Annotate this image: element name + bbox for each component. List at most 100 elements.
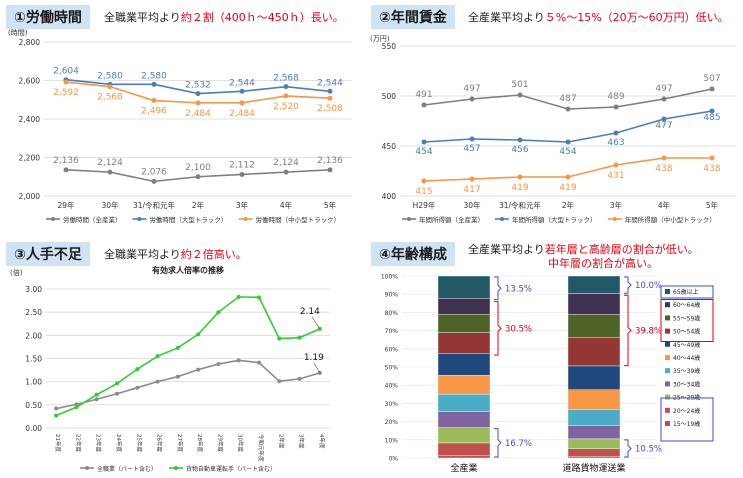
- stacked-bar-segment: [567, 337, 621, 367]
- bracket-label: 30.5%: [505, 324, 532, 334]
- data-point: [196, 367, 201, 372]
- y-tick-label: 20%: [385, 419, 399, 426]
- data-label: 417: [463, 185, 480, 195]
- age-summary-line2: 中年層の割合が高い。: [548, 257, 658, 270]
- bracket-label: 13.5%: [505, 284, 532, 294]
- x-tick-label: 道路貨物運送業: [562, 462, 625, 474]
- data-label: 454: [415, 147, 432, 157]
- legend-group-box: [660, 397, 714, 442]
- y-tick-label: 2.50: [25, 308, 42, 317]
- data-point: [115, 391, 119, 396]
- data-point: [613, 104, 619, 110]
- stacked-bar-segment: [567, 275, 621, 294]
- stacked-bar-segment: [437, 427, 491, 444]
- bracket: [494, 276, 502, 301]
- y-tick-label: 1.50: [25, 355, 42, 364]
- x-tick-label: 25年度: [135, 434, 143, 452]
- data-point: [239, 100, 245, 106]
- x-tick-label: 29年: [57, 200, 75, 210]
- labor-chart: 3.00 2.50 2.00 1.50 1.00 0.50 0.00 (倍) 有効求人倍率の推移…: [10, 265, 330, 473]
- data-point: [151, 81, 157, 87]
- legend-label: 全職業（パート含む）: [97, 465, 157, 473]
- x-tick-label: 30年: [101, 200, 119, 210]
- y-axis-label: (時間): [8, 29, 28, 37]
- data-label: 477: [655, 121, 672, 131]
- data-point: [195, 174, 201, 180]
- x-tick-label: 2年: [192, 200, 205, 210]
- hours-summary-highlight: 約２割（400ｈ～450ｈ）長い。: [180, 11, 344, 24]
- stacked-bar-segment: [567, 409, 621, 426]
- legend-swatch: [665, 302, 670, 308]
- data-label: 2,100: [185, 163, 211, 173]
- legend-group-box: [660, 285, 714, 299]
- stacked-bar-segment: [567, 448, 621, 457]
- x-tick-label: 2年: [562, 200, 575, 210]
- age-summary-prefix: 全産業平均より: [468, 243, 545, 256]
- y-tick-label: 80%: [385, 310, 399, 317]
- data-label: 419: [511, 183, 528, 193]
- data-label: 487: [559, 94, 576, 104]
- stacked-bar-segment: [567, 293, 621, 315]
- data-point: [297, 376, 302, 381]
- data-label: 501: [511, 80, 528, 90]
- y-tick-label: 2,800: [19, 38, 41, 47]
- legend-swatch: [665, 381, 670, 387]
- legend-swatch: [665, 368, 670, 374]
- stacked-bar-segment: [567, 314, 621, 338]
- y-tick-label: 500: [382, 92, 397, 101]
- legend-group-box: [660, 299, 714, 342]
- annotation-label: 2.14: [300, 307, 320, 317]
- legend-label: 労働時間（大型トラック）: [149, 215, 227, 224]
- legend-swatch: [665, 394, 670, 400]
- data-label: 507: [703, 74, 720, 84]
- y-tick-label: 30%: [385, 401, 399, 408]
- wages-summary-prefix: 全産業平均より: [468, 11, 545, 24]
- stacked-bar-segment: [567, 438, 621, 449]
- x-tick-label: 26年度: [156, 434, 164, 452]
- data-label: 463: [607, 138, 624, 148]
- data-point: [63, 79, 69, 85]
- data-point: [239, 88, 245, 94]
- data-point: [94, 397, 99, 402]
- data-label: 2,568: [97, 93, 123, 103]
- data-point: [421, 102, 427, 108]
- hours-summary: 全職業平均より約２割（400ｈ～450ｈ）長い。: [104, 9, 344, 25]
- legend-marker: [51, 217, 55, 221]
- data-point: [421, 178, 427, 184]
- data-point: [155, 354, 160, 359]
- data-label: 2,136: [53, 156, 79, 166]
- y-tick-label: 90%: [385, 292, 399, 299]
- legend-marker: [85, 466, 89, 470]
- legend-marker: [137, 217, 142, 221]
- data-point: [317, 370, 322, 375]
- data-label: 2,592: [53, 88, 79, 98]
- legend-swatch: [665, 421, 670, 426]
- data-point: [283, 169, 289, 175]
- data-point: [151, 178, 157, 184]
- x-tick-label: 4年: [280, 200, 293, 210]
- x-tick-label: 4年: [658, 200, 671, 210]
- x-tick-label: 23年度: [95, 434, 103, 452]
- x-tick-label: H29年: [413, 200, 436, 210]
- data-label: 419: [559, 183, 576, 193]
- data-point: [239, 171, 245, 177]
- data-label: 454: [559, 147, 576, 157]
- bracket-label: 10.5%: [635, 444, 662, 454]
- stacked-bar-segment: [437, 314, 491, 333]
- data-label: 2,544: [317, 78, 343, 88]
- data-point: [277, 379, 282, 384]
- legend-swatch: [665, 328, 670, 334]
- data-point: [421, 139, 427, 145]
- data-label: 2,604: [53, 67, 79, 77]
- legend-label: 労働時間（中小型トラック）: [256, 215, 341, 224]
- data-label: 2,568: [273, 74, 299, 84]
- data-label: 2,580: [141, 71, 167, 81]
- age-chart: 100% 90% 80% 70% 60% 50% 40% 30% 20% 10% 0% 全産業 道路貨物…: [381, 274, 714, 474]
- data-label: 485: [703, 113, 720, 123]
- x-tick-label: 30年: [463, 200, 481, 210]
- labor-panel-badge: ③人手不足: [6, 242, 90, 266]
- data-label: 2,124: [273, 158, 299, 168]
- legend-label: 50～54歳: [673, 328, 700, 336]
- data-point: [327, 95, 333, 101]
- bracket-label: 10.0%: [635, 281, 662, 291]
